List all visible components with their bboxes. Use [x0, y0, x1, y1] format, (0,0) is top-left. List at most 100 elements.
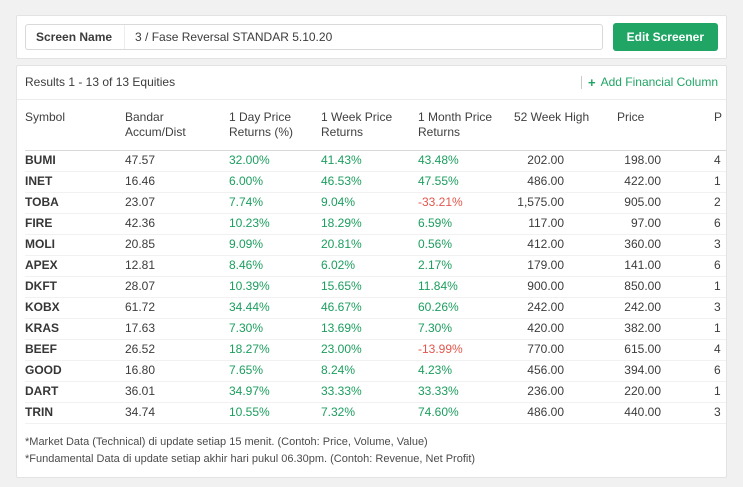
cell-next_partial: 3 [714, 402, 726, 424]
table-row[interactable]: INET 16.46 6.00% 46.53% 47.55% 486.00 422.00 1 [25, 171, 726, 193]
cell-next_partial: 1 [714, 171, 726, 193]
cell-day_1: 10.55% [229, 402, 321, 424]
table-row[interactable]: DKFT 28.07 10.39% 15.65% 11.84% 900.00 850.00 1 [25, 276, 726, 298]
cell-week52_high: 117.00 [514, 213, 617, 235]
cell-week_1: 41.43% [321, 150, 418, 172]
col-header-1-month-price-returns[interactable]: 1 Month Price Returns [418, 100, 514, 151]
cell-month_1: 4.23% [418, 360, 514, 382]
col-header-price[interactable]: Price [617, 100, 714, 151]
col-header-bandar-accum-dist[interactable]: Bandar Accum/Dist [125, 100, 229, 151]
cell-next_partial: 1 [714, 381, 726, 403]
cell-week_1: 46.53% [321, 171, 418, 193]
cell-month_1: 74.60% [418, 402, 514, 424]
cell-day_1: 6.00% [229, 171, 321, 193]
screen-name-bar: Screen Name Edit Screener [16, 15, 727, 59]
cell-next_partial: 3 [714, 234, 726, 256]
cell-month_1: 6.59% [418, 213, 514, 235]
cell-week52_high: 770.00 [514, 339, 617, 361]
cell-month_1: 2.17% [418, 255, 514, 277]
cell-bandar_accum_dist: 23.07 [125, 192, 229, 214]
cell-day_1: 34.97% [229, 381, 321, 403]
cell-next_partial: 6 [714, 360, 726, 382]
cell-next_partial: 4 [714, 339, 726, 361]
col-header-partial[interactable]: P [714, 100, 726, 151]
cell-bandar_accum_dist: 42.36 [125, 213, 229, 235]
footnotes: *Market Data (Technical) di update setia… [17, 424, 726, 477]
cell-price: 615.00 [617, 339, 714, 361]
add-column-label: Add Financial Column [600, 75, 718, 89]
col-header-1-week-price-returns[interactable]: 1 Week Price Returns [321, 100, 418, 151]
cell-next_partial: 2 [714, 192, 726, 214]
cell-day_1: 8.46% [229, 255, 321, 277]
cell-week52_high: 412.00 [514, 234, 617, 256]
cell-day_1: 18.27% [229, 339, 321, 361]
cell-next_partial: 6 [714, 213, 726, 235]
cell-bandar_accum_dist: 28.07 [125, 276, 229, 298]
cell-bandar_accum_dist: 61.72 [125, 297, 229, 319]
table-row[interactable]: FIRE 42.36 10.23% 18.29% 6.59% 117.00 97.00 6 [25, 213, 726, 235]
cell-price: 850.00 [617, 276, 714, 298]
cell-bandar_accum_dist: 20.85 [125, 234, 229, 256]
results-count: Results 1 - 13 of 13 Equities [25, 75, 176, 89]
cell-price: 360.00 [617, 234, 714, 256]
cell-day_1: 10.39% [229, 276, 321, 298]
cell-month_1: -33.21% [418, 192, 514, 214]
cell-price: 422.00 [617, 171, 714, 193]
table-row[interactable]: DART 36.01 34.97% 33.33% 33.33% 236.00 220.00 1 [25, 381, 726, 403]
table-row[interactable]: BEEF 26.52 18.27% 23.00% -13.99% 770.00 615.00… [25, 339, 726, 361]
table-row[interactable]: TRIN 34.74 10.55% 7.32% 74.60% 486.00 440.00 3 [25, 402, 726, 424]
table-row[interactable]: KOBX 61.72 34.44% 46.67% 60.26% 242.00 242.00 3 [25, 297, 726, 319]
cell-bandar_accum_dist: 34.74 [125, 402, 229, 424]
table-row[interactable]: MOLI 20.85 9.09% 20.81% 0.56% 412.00 360.00 3 [25, 234, 726, 256]
cell-month_1: 33.33% [418, 381, 514, 403]
add-financial-column-link[interactable]: + Add Financial Column [581, 75, 718, 89]
cell-week_1: 6.02% [321, 255, 418, 277]
cell-next_partial: 3 [714, 297, 726, 319]
cell-day_1: 32.00% [229, 150, 321, 172]
cell-next_partial: 1 [714, 276, 726, 298]
cell-symbol: KRAS [25, 318, 125, 340]
cell-price: 97.00 [617, 213, 714, 235]
table-row[interactable]: KRAS 17.63 7.30% 13.69% 7.30% 420.00 382.00 1 [25, 318, 726, 340]
cell-price: 382.00 [617, 318, 714, 340]
cell-symbol: KOBX [25, 297, 125, 319]
cell-month_1: -13.99% [418, 339, 514, 361]
table-row[interactable]: APEX 12.81 8.46% 6.02% 2.17% 179.00 141.00 6 [25, 255, 726, 277]
cell-week_1: 15.65% [321, 276, 418, 298]
cell-day_1: 7.74% [229, 192, 321, 214]
cell-week52_high: 456.00 [514, 360, 617, 382]
col-header-52-week-high[interactable]: 52 Week High [514, 100, 617, 151]
cell-symbol: BEEF [25, 339, 125, 361]
cell-week_1: 9.04% [321, 192, 418, 214]
col-header-symbol[interactable]: Symbol [25, 100, 125, 151]
cell-price: 141.00 [617, 255, 714, 277]
cell-week_1: 23.00% [321, 339, 418, 361]
table-row[interactable]: BUMI 47.57 32.00% 41.43% 43.48% 202.00 198.00 4 [25, 150, 726, 172]
cell-symbol: TOBA [25, 192, 125, 214]
cell-week52_high: 486.00 [514, 171, 617, 193]
cell-day_1: 10.23% [229, 213, 321, 235]
cell-price: 440.00 [617, 402, 714, 424]
cell-symbol: GOOD [25, 360, 125, 382]
cell-bandar_accum_dist: 12.81 [125, 255, 229, 277]
edit-screener-button[interactable]: Edit Screener [612, 23, 718, 51]
cell-symbol: FIRE [25, 213, 125, 235]
cell-price: 905.00 [617, 192, 714, 214]
cell-symbol: DART [25, 381, 125, 403]
table-row[interactable]: TOBA 23.07 7.74% 9.04% -33.21% 1,575.00 905.00… [25, 192, 726, 214]
cell-week52_high: 236.00 [514, 381, 617, 403]
results-table: Symbol Bandar Accum/Dist 1 Day Price Ret… [25, 100, 726, 424]
cell-week_1: 18.29% [321, 213, 418, 235]
footnote-market-data: *Market Data (Technical) di update setia… [25, 436, 428, 448]
table-row[interactable]: GOOD 16.80 7.65% 8.24% 4.23% 456.00 394.00 6 [25, 360, 726, 382]
cell-price: 394.00 [617, 360, 714, 382]
cell-week_1: 8.24% [321, 360, 418, 382]
cell-bandar_accum_dist: 16.80 [125, 360, 229, 382]
cell-week_1: 13.69% [321, 318, 418, 340]
add-column-plus-icon: + [581, 75, 596, 89]
cell-symbol: MOLI [25, 234, 125, 256]
cell-week52_high: 242.00 [514, 297, 617, 319]
screen-name-input[interactable] [125, 25, 602, 49]
col-header-1-day-price-returns[interactable]: 1 Day Price Returns (%) [229, 100, 321, 151]
